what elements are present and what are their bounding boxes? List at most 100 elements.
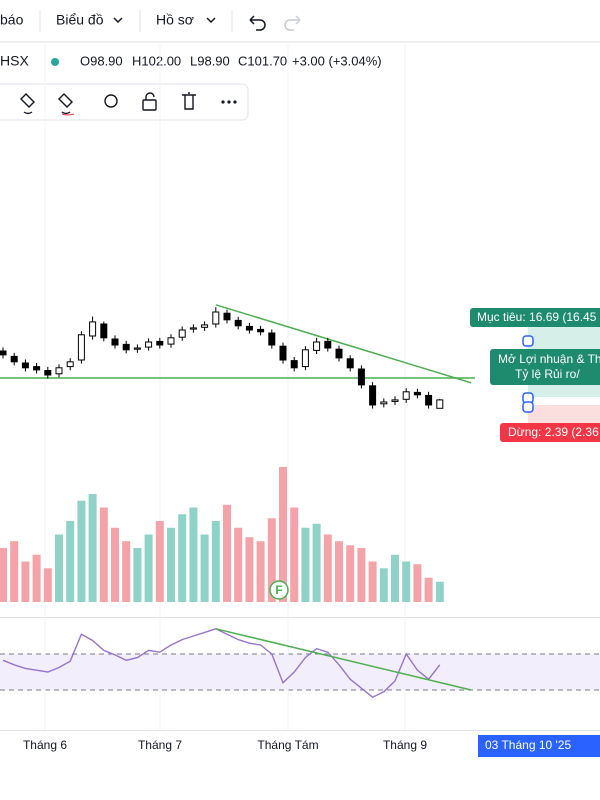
time-axis-border (0, 730, 600, 731)
settings[interactable] (104, 94, 118, 108)
target-label-box (470, 308, 600, 327)
handles[interactable] (522, 335, 534, 413)
candle-body (55, 367, 63, 375)
volume-bar (111, 527, 119, 602)
lock[interactable] (142, 99, 157, 111)
loss-zone (528, 405, 600, 425)
candle-body (279, 345, 287, 361)
candle-body (178, 329, 186, 338)
ohlc-legend: O98.90 H102.00 L98.90 C101.70 +3.00 (+3.04%) (80, 53, 382, 68)
time-axis: Tháng 6 Tháng 7 Tháng Tám Tháng 9 (23, 738, 427, 752)
candle-body (402, 391, 410, 400)
candle-body (10, 355, 18, 363)
undo[interactable] (249, 15, 266, 31)
menu-alert[interactable]: báo (0, 12, 24, 28)
candle-body (156, 340, 164, 346)
volume-bar (43, 568, 52, 602)
candle-body (145, 341, 153, 348)
candle-body (212, 311, 220, 325)
candle-body (413, 391, 421, 396)
candle-body (44, 370, 52, 376)
volume-bar (323, 534, 332, 602)
volume-bar (256, 541, 265, 602)
exchange: HSX (0, 53, 29, 69)
time-label: Tháng 7 (138, 738, 182, 752)
volume-bar (301, 527, 310, 602)
lock-shackle (145, 92, 155, 100)
target-label: Mục tiêu: 16.69 (16.45 (477, 310, 597, 324)
color-tool[interactable] (58, 93, 73, 115)
fill-tool[interactable] (20, 93, 35, 115)
candle-body (425, 394, 433, 406)
event-marker[interactable] (269, 580, 289, 600)
time-label: Tháng Tám (257, 738, 318, 752)
volume-bar (155, 521, 164, 602)
volume-bar (346, 545, 355, 602)
candle-body (111, 338, 119, 346)
volume-bar (234, 527, 243, 602)
volume-bar (402, 561, 411, 602)
volume-bar (335, 541, 343, 602)
candle-body (313, 341, 321, 351)
volume-bar (178, 514, 187, 602)
candle-body (324, 340, 332, 349)
candle-body (201, 324, 209, 328)
chevron (113, 17, 123, 24)
volume-bar (77, 500, 86, 602)
candle-body (122, 343, 130, 351)
candle-body (21, 362, 29, 369)
volume-bar (245, 537, 254, 602)
event-marker-label: F (275, 583, 282, 597)
candle-body (33, 366, 41, 371)
candle-body (346, 358, 354, 369)
candle-body (66, 361, 74, 368)
open-label: Mở Lợi nhuận & Th (498, 352, 600, 366)
open-label-box (490, 349, 600, 385)
candle-body (335, 348, 343, 359)
time-label: Tháng 9 (383, 738, 427, 752)
candle-body (268, 332, 276, 346)
volume-bar (200, 534, 209, 602)
ohlc-value: +3.00 (+3.04%) (292, 53, 382, 68)
redo[interactable] (284, 15, 301, 31)
volume-bar (66, 521, 75, 602)
rsi-trend-line (215, 628, 472, 691)
volume-bar (0, 548, 7, 602)
delete[interactable] (182, 92, 196, 110)
candle-body (189, 327, 197, 330)
menu-profile[interactable]: Hồ sơ (156, 12, 194, 28)
candle-body (89, 321, 97, 337)
volume-bar (413, 564, 422, 602)
candle-body (0, 350, 7, 356)
time-label: Tháng 6 (23, 738, 67, 752)
status-dot (51, 58, 59, 66)
ohlc-value: O98.90 (80, 53, 123, 68)
volume-bar (368, 561, 377, 602)
volume-bar (167, 527, 175, 602)
candle-body (257, 328, 265, 333)
volume-bar (267, 518, 276, 602)
candle-body (436, 399, 444, 409)
volume-bar (21, 561, 30, 602)
volume-bar (10, 541, 19, 602)
cursor-date: 03 Tháng 10 '25 (485, 738, 571, 752)
more[interactable] (221, 100, 237, 104)
ratio-label: Tỷ lệ Rủi ro/ (515, 367, 580, 381)
cursor-date-box (478, 735, 600, 757)
candle-body (391, 399, 399, 402)
pane-separator (0, 617, 600, 618)
candle-body (369, 385, 377, 406)
menu-chart[interactable]: Biểu đồ (56, 12, 104, 28)
volume-bar (279, 467, 287, 602)
drawing-toolbar (0, 83, 249, 121)
volume-bar (424, 577, 433, 602)
volume-bar (32, 554, 41, 602)
color-swatch (61, 113, 75, 116)
candle-body (234, 319, 242, 327)
volume-bar (357, 548, 366, 602)
trend-line (215, 304, 472, 384)
volume-bar (223, 504, 231, 602)
candle-body (380, 401, 388, 405)
volume-bar (189, 507, 198, 602)
